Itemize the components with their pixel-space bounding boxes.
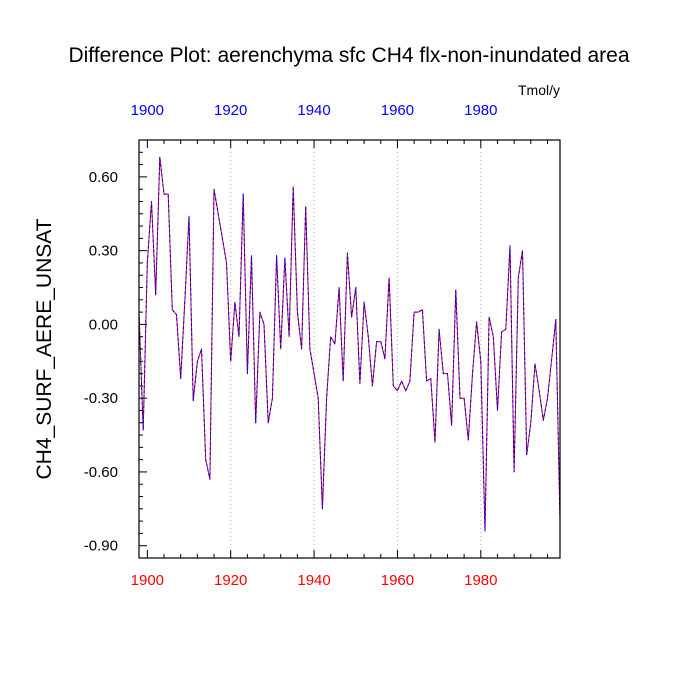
x-tick-label-bottom: 1900 <box>131 572 164 589</box>
y-tick-label: -0.90 <box>84 538 118 555</box>
plot-frame <box>138 139 561 559</box>
x-tick-label-bottom: 1980 <box>464 572 497 589</box>
x-tick-label-bottom: 1920 <box>214 572 247 589</box>
x-tick-label-bottom: 1940 <box>297 572 330 589</box>
axis-ticks <box>139 139 548 558</box>
y-tick-label: -0.60 <box>84 464 118 481</box>
y-tick-label: 0.30 <box>89 243 118 260</box>
x-tick-label-top: 1980 <box>464 102 497 119</box>
grid-lines <box>230 140 482 558</box>
y-tick-label: 0.60 <box>89 169 118 186</box>
series-line-blue <box>138 156 561 532</box>
x-tick-label-top: 1940 <box>297 102 330 119</box>
x-tick-label-top: 1960 <box>381 102 414 119</box>
tick-labels: 1900 1900 1920 1920 1940 1940 1960 1960 1980 1980… <box>84 102 498 589</box>
units-label: Tmol/y <box>518 82 560 98</box>
series-line-red <box>138 156 561 532</box>
x-tick-label-bottom: 1960 <box>381 572 414 589</box>
y-tick-label: -0.30 <box>84 390 118 407</box>
x-tick-label-top: 1900 <box>131 102 164 119</box>
y-axis-label: CH4_SURF_AERE_UNSAT <box>33 218 56 479</box>
y-tick-label: 0.00 <box>89 316 118 333</box>
chart-title: Difference Plot: aerenchyma sfc CH4 flx-… <box>68 44 629 67</box>
series-lines <box>138 156 561 532</box>
x-tick-label-top: 1920 <box>214 102 247 119</box>
